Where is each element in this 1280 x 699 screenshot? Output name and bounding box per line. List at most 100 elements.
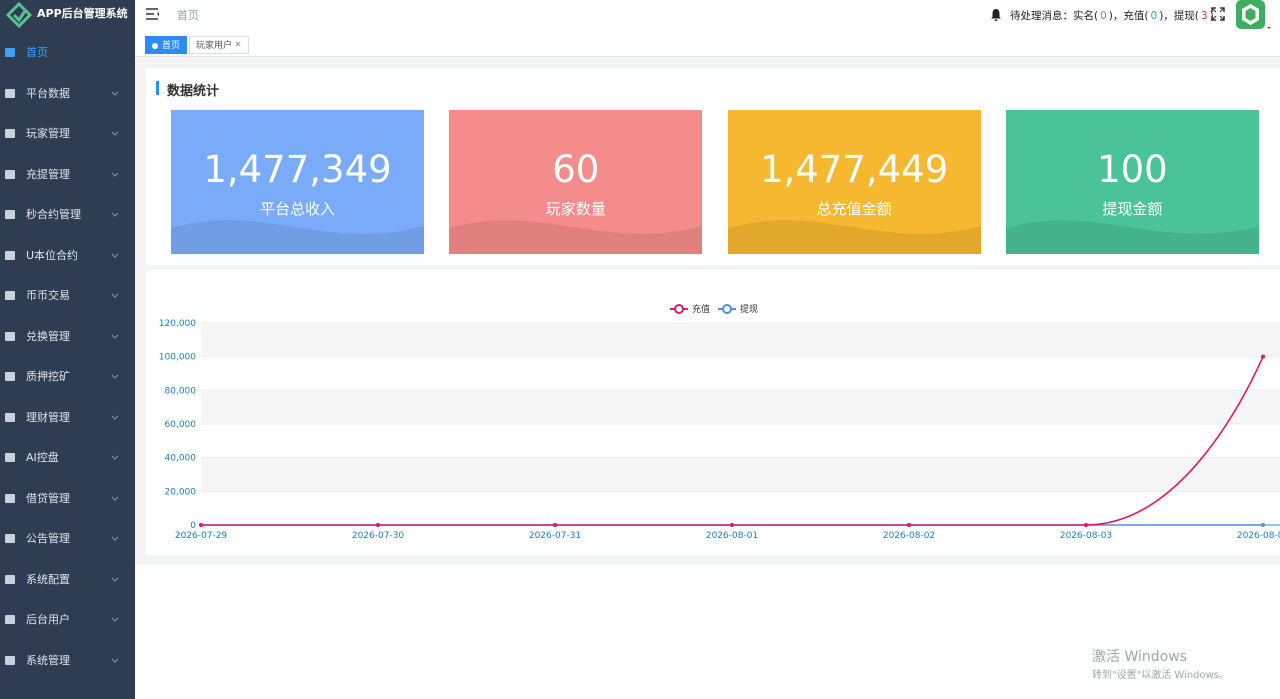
card-wave xyxy=(449,220,703,254)
pending-label: 待处理消息： xyxy=(1010,10,1073,22)
grid-band xyxy=(201,323,1280,357)
x-tick-label: 2026-07-30 xyxy=(352,531,405,541)
menu-item[interactable]: 首页 xyxy=(0,33,135,73)
menu-icon xyxy=(5,169,15,179)
x-tick-label: 2026-07-29 xyxy=(175,531,228,541)
data-point xyxy=(199,523,203,527)
data-point xyxy=(907,523,911,527)
menu-icon xyxy=(5,250,15,260)
avatar[interactable] xyxy=(1235,0,1271,30)
pending-end: )， xyxy=(1108,10,1124,22)
chart: 0 20,000 40,000 60,000 80,000 100,000 120,000 2… xyxy=(146,270,1280,555)
menu-item[interactable]: 系统管理 xyxy=(0,641,135,681)
x-tick-label: 2026-08-03 xyxy=(1060,531,1112,541)
y-tick-label: 40,000 xyxy=(165,454,197,464)
menu-item[interactable]: 玩家管理 xyxy=(0,114,135,154)
menu-label: U本位合约 xyxy=(26,248,79,262)
menu-item[interactable]: 公告管理 xyxy=(0,519,135,559)
x-tick-label: 2026-08-04 xyxy=(1237,531,1280,541)
brand: APP后台管理系统 xyxy=(0,0,135,30)
menu-label: 理财管理 xyxy=(26,410,70,424)
menu-label: 后台用户 xyxy=(26,613,70,626)
legend-marker xyxy=(674,304,684,314)
chevron xyxy=(111,455,119,460)
menu-toggle[interactable] xyxy=(146,8,160,20)
menu-item[interactable]: 借贷管理 xyxy=(0,479,135,519)
menu-item[interactable]: 质押挖矿 xyxy=(0,357,135,397)
menu-icon xyxy=(5,291,15,300)
card-wave xyxy=(171,220,424,254)
watermark-title: 激活 Windows xyxy=(1092,649,1187,665)
menu-item[interactable]: 理财管理 xyxy=(0,398,135,438)
menu-icon xyxy=(5,88,15,98)
menu-label: 币币交易 xyxy=(26,289,70,302)
data-point xyxy=(1261,523,1265,527)
stat-card: 60 玩家数量 xyxy=(449,110,703,254)
chevron xyxy=(111,172,119,177)
watermark: 激活 Windows 转到"设置"以激活 Windows。 xyxy=(1092,646,1229,681)
menu-icon xyxy=(5,615,15,624)
chevron xyxy=(111,617,119,622)
x-tick-label: 2026-08-02 xyxy=(883,531,935,541)
stat-card: 1,477,449 总充值金额 xyxy=(727,110,981,254)
stat-card: 100 提现金额 xyxy=(1005,110,1259,254)
chevron xyxy=(111,334,119,339)
legend-label: 充值 xyxy=(692,303,710,315)
card-label: 平台总收入 xyxy=(259,200,335,218)
menu-icon xyxy=(5,129,15,138)
tab[interactable]: 玩家用户 xyxy=(189,36,250,54)
legend-marker xyxy=(722,304,732,314)
menu-icon xyxy=(5,412,15,422)
chevron xyxy=(111,577,119,582)
pending-name: 实名( xyxy=(1073,10,1099,22)
series-line xyxy=(201,356,1264,526)
menu-item[interactable]: 平台数据 xyxy=(0,74,135,114)
card-value: 100 xyxy=(1097,148,1168,191)
menu-item[interactable]: 后台用户 xyxy=(0,600,135,640)
menu-item[interactable]: 系统配置 xyxy=(0,560,135,600)
menu-icon xyxy=(5,48,15,57)
card-wave xyxy=(727,220,981,254)
menu-label: AI控盘 xyxy=(26,451,59,464)
menu-item[interactable]: U本位合约 xyxy=(0,236,135,276)
fullscreen-icon[interactable] xyxy=(1211,7,1225,21)
card-label: 玩家数量 xyxy=(545,200,606,218)
data-point xyxy=(376,523,380,527)
menu-label: 兑换管理 xyxy=(26,329,70,343)
tab-bar: 首页 玩家用户 xyxy=(135,33,1280,57)
menu-item[interactable]: 兑换管理 xyxy=(0,317,135,357)
card-wave xyxy=(1005,220,1259,254)
chevron xyxy=(111,91,119,96)
card-value: 60 xyxy=(552,148,600,191)
y-tick-label: 80,000 xyxy=(165,386,197,396)
menu-icon xyxy=(5,331,15,341)
chevron xyxy=(111,658,119,663)
tab-close[interactable] xyxy=(232,40,242,48)
chevron xyxy=(111,131,119,136)
y-tick-label: 120,000 xyxy=(159,319,196,329)
tab-label: 首页 xyxy=(162,41,181,51)
menu-label: 借贷管理 xyxy=(26,491,70,505)
menu-item[interactable]: 充提管理 xyxy=(0,155,135,195)
card-value: 1,477,349 xyxy=(203,148,392,191)
tab[interactable]: 首页 xyxy=(145,36,188,54)
breadcrumb: 首页 xyxy=(177,9,199,22)
data-point xyxy=(1084,523,1088,527)
menu-icon xyxy=(5,210,15,219)
card-label: 总充值金额 xyxy=(816,200,892,218)
legend-label: 提现 xyxy=(740,304,758,315)
menu-label: 质押挖矿 xyxy=(26,370,70,383)
y-tick-label: 0 xyxy=(190,521,196,531)
menu-item[interactable]: 秒合约管理 xyxy=(0,195,135,235)
menu-label: 充提管理 xyxy=(26,167,70,181)
data-point xyxy=(730,523,734,527)
section-title: 数据统计 xyxy=(167,84,220,99)
y-tick-label: 100,000 xyxy=(159,353,196,363)
logo xyxy=(6,2,32,28)
x-tick-label: 2026-07-31 xyxy=(529,531,581,541)
bell-icon[interactable] xyxy=(990,8,1002,21)
y-tick-label: 20,000 xyxy=(165,487,197,497)
sidebar: APP后台管理系统 首页 平台数据 玩家管理充提管理秒合约管理 U本位合约币币交易兑换… xyxy=(0,0,135,699)
menu-item[interactable]: 币币交易 xyxy=(0,276,135,316)
menu-item[interactable]: AI控盘 xyxy=(0,438,135,478)
